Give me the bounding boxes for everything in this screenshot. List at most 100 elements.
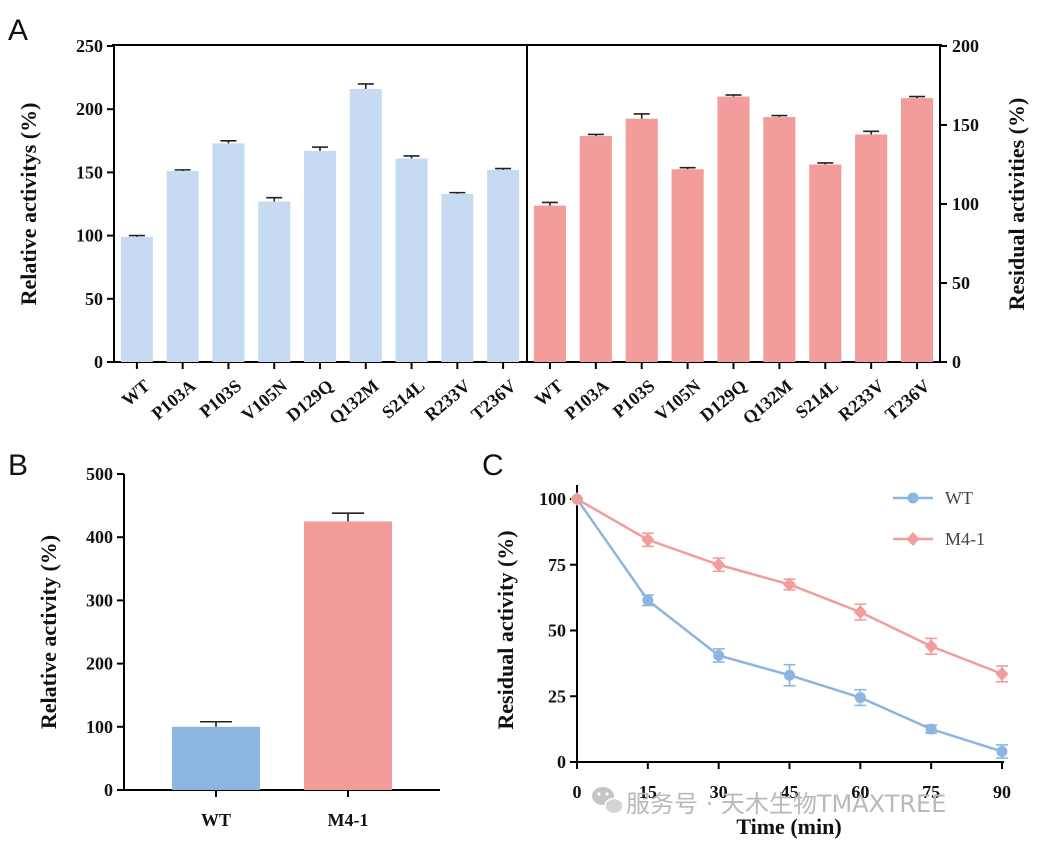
a-right-y-tick-label: 50 [952, 273, 970, 293]
c-x-tick-label: 75 [922, 782, 940, 802]
c-x-tick-label: 45 [781, 782, 799, 802]
b-y-tick-label: 500 [86, 464, 113, 484]
a-left-x-tick-label: P103A [148, 376, 200, 424]
a-right-y-tick-label: 0 [952, 352, 961, 372]
panel-letter-c: C [482, 449, 504, 482]
a-right-y-tick-label: 150 [952, 115, 979, 135]
a-right-bar [763, 117, 796, 362]
a-right-bar [900, 98, 934, 362]
b-bar [172, 726, 260, 790]
a-left-x-tick-label: Q132M [325, 376, 382, 429]
c-point-m4-1 [783, 577, 796, 592]
a-right-bar [809, 164, 842, 362]
c-point-m4-1 [712, 557, 726, 572]
a-left-y-tick-label: 250 [76, 36, 103, 56]
c-legend-marker [906, 532, 920, 546]
a-left-x-tick-label: P103S [196, 376, 246, 422]
chart-a-left: 050100150200250WTP103AP103SV105ND129QQ13… [76, 36, 526, 428]
b-y-tick-label: 400 [86, 527, 113, 547]
c-y-tick-label: 75 [548, 555, 566, 575]
c-x-tick-label: 30 [710, 782, 728, 802]
b-y-tick-label: 200 [86, 654, 113, 674]
chart-a-right: 050100150200WTP103AP103SV105ND129QQ132MS… [527, 36, 979, 428]
c-y-tick-label: 100 [539, 489, 566, 509]
c-y-tick-label: 0 [557, 752, 566, 772]
c-y-tick-label: 50 [548, 621, 566, 641]
c-point-m4-1 [641, 532, 655, 547]
c-legend-label: M4-1 [945, 529, 985, 549]
a-left-bar [120, 236, 153, 362]
a-left-bar [166, 171, 199, 362]
a-right-x-tick-label: WT [531, 376, 567, 411]
a-left-y-tick-label: 50 [85, 289, 103, 309]
a-right-y-tick-label: 200 [952, 36, 979, 56]
a-left-bar [441, 193, 474, 362]
a-left-x-tick-label: R233V [421, 376, 474, 425]
a-right-x-tick-label: T236V [881, 376, 934, 425]
a-right-x-tick-label: P103A [561, 376, 613, 424]
panel-c: 0 25 50 75 100 0 15 30 45 60 75 90 WT M4-1 Time (min)… [493, 485, 1011, 839]
c-point-wt [784, 669, 795, 681]
c-y-tick-label: 25 [548, 686, 566, 706]
a-right-x-tick-label: S214L [792, 376, 842, 423]
c-point-m4-1 [995, 666, 1009, 681]
a-left-bar [395, 158, 428, 362]
panel-b: 0 100 200 300 400 500 WT M4-1 Relative activity… [36, 464, 440, 830]
b-bar [304, 521, 392, 790]
a-left-bar [258, 201, 291, 362]
a-left-bar [212, 143, 245, 362]
a-left-x-tick-label: T236V [467, 376, 520, 425]
a-right-x-tick-label: P103S [609, 376, 659, 422]
c-point-m4-1 [570, 492, 584, 506]
a-left-y-tick-label: 100 [76, 226, 103, 246]
chart-c: 0 25 50 75 100 0 15 30 45 60 75 90 WT M4-1 [539, 485, 1011, 802]
a-left-ylabel: Relative activitys (%) [16, 103, 41, 306]
a-right-x-tick-label: R233V [835, 376, 888, 425]
a-right-bar [579, 136, 612, 362]
c-point-m4-1 [853, 605, 867, 620]
a-left-x-tick-label: S214L [378, 376, 428, 423]
panel-letter-a: A [8, 14, 28, 47]
a-left-x-tick-label: WT [118, 376, 154, 411]
c-x-tick-label: 60 [851, 782, 869, 802]
b-y-tick-label: 0 [104, 780, 113, 800]
a-left-y-tick-label: 0 [94, 352, 103, 372]
a-left-x-tick-label: V105N [238, 376, 291, 425]
watermark-text: 服务号 · 天木生物TMAXTREE [626, 790, 946, 818]
c-xlabel: Time (min) [736, 814, 841, 839]
c-point-wt [642, 594, 654, 606]
c-point-m4-1 [924, 639, 938, 654]
a-right-bar [671, 169, 704, 362]
panel-letter-b: B [8, 449, 28, 482]
a-right-y-tick-label: 100 [952, 194, 979, 214]
c-x-tick-label: 90 [993, 782, 1011, 802]
chart-b: 0 100 200 300 400 500 WT M4-1 [86, 464, 440, 830]
c-legend-marker [907, 492, 919, 504]
a-right-bar [625, 118, 658, 363]
b-y-tick-label: 100 [86, 717, 113, 737]
a-right-bar [533, 205, 567, 362]
b-ylabel: Relative activity (%) [36, 535, 61, 729]
c-x-tick-label: 0 [573, 782, 582, 802]
c-point-wt [996, 745, 1008, 757]
c-ylabel: Residual activity (%) [493, 530, 518, 729]
a-right-bar [717, 96, 750, 362]
a-right-x-tick-label: V105N [651, 376, 704, 425]
c-point-wt [925, 723, 937, 735]
c-point-wt [713, 649, 725, 661]
c-legend-label: WT [945, 488, 973, 508]
a-right-x-tick-label: Q132M [739, 376, 796, 429]
b-x-tick-label: M4-1 [328, 810, 369, 830]
a-right-bar [855, 134, 888, 362]
c-point-wt [854, 692, 866, 704]
panel-a: 050100150200250WTP103AP103SV105ND129QQ13… [16, 36, 1029, 428]
a-left-bar [487, 169, 520, 362]
a-left-y-tick-label: 150 [76, 162, 103, 182]
a-right-ylabel: Residual activities (%) [1004, 98, 1029, 311]
c-x-tick-label: 15 [639, 782, 657, 802]
b-y-tick-label: 300 [86, 590, 113, 610]
watermark: 服务号 · 天木生物TMAXTREE [592, 787, 946, 818]
a-left-bar [349, 88, 382, 362]
b-x-tick-label: WT [201, 810, 231, 830]
